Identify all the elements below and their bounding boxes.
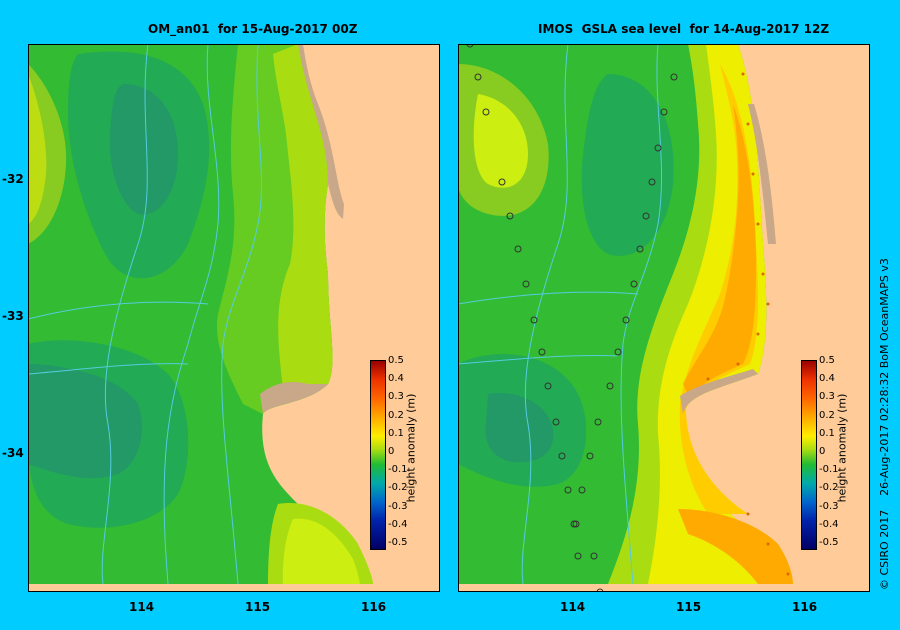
colorbar-tick-label: 0.5 [388, 355, 404, 366]
credit-text: © CSIRO 2017 26-Aug-2017 02:28:32 BoM Oc… [878, 258, 891, 590]
lat-label-left: -32 [2, 172, 24, 186]
colorbar-label-right: height anomaly (m) [835, 393, 849, 503]
colorbar-tick-label: -0.2 [819, 482, 839, 494]
left-map [28, 44, 440, 592]
lon-label-left: 115 [245, 600, 271, 614]
colorbar-tick-label: -0.5 [388, 537, 408, 548]
right-map [458, 44, 870, 592]
colorbar-tick-label: -0.1 [819, 464, 839, 476]
lon-label-left: 116 [361, 600, 387, 614]
lon-label-right: 116 [792, 600, 818, 614]
lat-label-left: -34 [2, 446, 24, 460]
lon-label-left: 114 [129, 600, 155, 614]
colorbar-tick-label: 0 [388, 446, 395, 457]
colorbar-tick-label: -0.2 [388, 482, 408, 494]
colorbar-tick-label: -0.4 [388, 518, 408, 530]
colorbar-right [801, 360, 817, 550]
colorbar-tick-label: 0 [819, 446, 826, 457]
colorbar-tick-label: -0.3 [388, 500, 408, 512]
colorbar-tick-label: -0.4 [819, 518, 839, 530]
lon-label-right: 114 [560, 600, 586, 614]
colorbar-tick-label: 0.4 [388, 373, 404, 385]
left-map-title: OM_an01 for 15-Aug-2017 00Z [148, 22, 358, 36]
colorbar-tick-label: 0.1 [388, 427, 404, 439]
colorbar-tick-label: -0.5 [819, 537, 839, 548]
right-map-title: IMOS GSLA sea level for 14-Aug-2017 12Z [538, 22, 830, 36]
colorbar-label-left: height anomaly (m) [404, 393, 418, 503]
colorbar-left [370, 360, 386, 550]
colorbar-tick-label: 0.3 [819, 391, 835, 403]
colorbar-tick-label: -0.3 [819, 500, 839, 512]
lat-label-left: -33 [2, 309, 24, 323]
colorbar-tick-label: 0.3 [388, 391, 404, 403]
colorbar-tick-label: 0.2 [388, 409, 404, 421]
colorbar-tick-label: 0.2 [819, 409, 835, 421]
colorbar-tick-label: -0.1 [388, 464, 408, 476]
colorbar-tick-label: 0.5 [819, 355, 835, 366]
colorbar-tick-label: 0.1 [819, 427, 835, 439]
colorbar-tick-label: 0.4 [819, 373, 835, 385]
lon-label-right: 115 [676, 600, 702, 614]
